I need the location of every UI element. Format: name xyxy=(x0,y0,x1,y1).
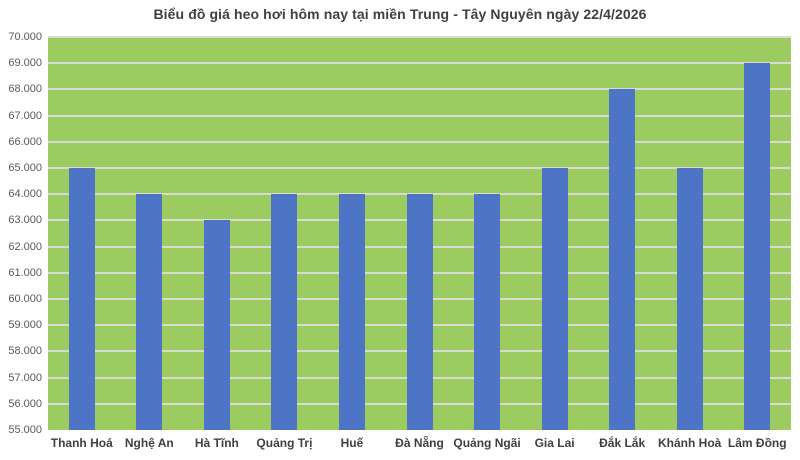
y-tick-label: 64.000 xyxy=(8,188,42,201)
bar-slot xyxy=(521,37,589,430)
y-tick-label: 57.000 xyxy=(8,371,42,384)
y-tick-label: 58.000 xyxy=(8,345,42,358)
y-tick-label: 69.000 xyxy=(8,57,42,70)
bar xyxy=(474,194,501,430)
bar-slot xyxy=(48,37,116,430)
x-tick-label: Nghệ An xyxy=(124,436,174,450)
y-tick-label: 60.000 xyxy=(8,293,42,306)
y-tick-label: 67.000 xyxy=(8,109,42,122)
gridline xyxy=(48,36,791,38)
gridline xyxy=(48,88,791,91)
y-tick-label: 59.000 xyxy=(8,319,42,332)
x-axis-labels: Thanh Hoá Nghệ An Hà Tĩnh Quảng Trị Huế Đà Nẵ… xyxy=(48,436,791,450)
x-tick-label: Thanh Hoá xyxy=(50,436,113,450)
bar xyxy=(68,168,95,430)
y-tick-label: 56.000 xyxy=(8,397,42,410)
bar-slot xyxy=(656,37,724,430)
x-tick-label: Đắk Lắk xyxy=(599,436,646,450)
bar xyxy=(203,220,230,430)
y-tick-label: 65.000 xyxy=(8,162,42,175)
y-tick-label: 55.000 xyxy=(8,424,42,436)
gridline xyxy=(48,114,791,117)
bars-layer xyxy=(48,37,791,430)
y-tick-label: 62.000 xyxy=(8,240,42,253)
bar xyxy=(406,194,433,430)
bar-slot xyxy=(251,37,319,430)
bar-slot xyxy=(453,37,521,430)
bar xyxy=(744,63,771,430)
x-tick-label: Gia Lai xyxy=(534,436,575,450)
bar-slot xyxy=(183,37,251,430)
y-tick-label: 70.000 xyxy=(8,31,42,43)
x-tick-label: Huế xyxy=(340,436,364,450)
x-tick-label: Đà Nẵng xyxy=(395,436,444,450)
bar xyxy=(271,194,298,430)
bar xyxy=(676,168,703,430)
gridline xyxy=(48,62,791,65)
chart-title: Biểu đồ giá heo hơi hôm nay tại miền Tru… xyxy=(153,6,647,22)
bar-slot xyxy=(318,37,386,430)
bar-slot xyxy=(723,37,791,430)
gridline xyxy=(48,140,791,143)
bar xyxy=(609,89,636,430)
y-tick-label: 68.000 xyxy=(8,83,42,96)
y-tick-label: 63.000 xyxy=(8,214,42,227)
bar-slot xyxy=(588,37,656,430)
x-tick-label: Hà Tĩnh xyxy=(194,436,239,450)
bar xyxy=(136,194,163,430)
bar-slot xyxy=(116,37,184,430)
gridline xyxy=(48,167,791,170)
plot-area xyxy=(48,36,791,430)
bar-slot xyxy=(386,37,454,430)
x-tick-label: Quảng Trị xyxy=(256,436,313,450)
y-axis-labels: 55.000 56.000 57.000 58.000 59.000 60.000 61.0… xyxy=(0,31,44,436)
bar xyxy=(338,194,365,430)
x-tick-label: Lâm Đồng xyxy=(727,436,787,450)
y-tick-label: 66.000 xyxy=(8,135,42,148)
bar xyxy=(541,168,568,430)
x-tick-label: Khánh Hoà xyxy=(658,436,722,450)
y-tick-label: 61.000 xyxy=(8,266,42,279)
x-tick-label: Quảng Ngãi xyxy=(453,436,521,450)
